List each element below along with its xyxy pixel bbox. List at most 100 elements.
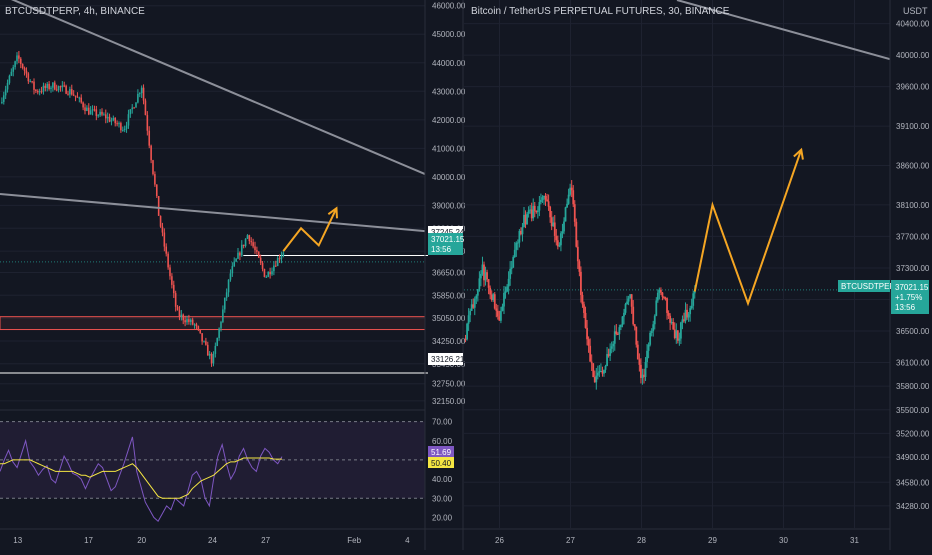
lp-candle-12 bbox=[23, 66, 26, 76]
lp-candle-body-146 bbox=[276, 258, 279, 267]
lp-candle-45 bbox=[86, 105, 88, 112]
rp-candle-body-38 bbox=[523, 214, 525, 228]
rp-candle-body-141 bbox=[681, 319, 684, 323]
lp-candle-10 bbox=[19, 57, 22, 69]
rp-candle-13 bbox=[484, 266, 487, 286]
lp-candle-body-36 bbox=[69, 89, 71, 95]
lp-candle-body-80 bbox=[152, 160, 154, 175]
rp-candle-body-7 bbox=[475, 295, 478, 299]
lp-candle-body-71 bbox=[135, 102, 137, 108]
lp-candle-body-148 bbox=[280, 255, 283, 260]
lp-candle-body-22 bbox=[42, 85, 45, 92]
lp-candle-71 bbox=[135, 102, 137, 108]
lp-candle-34 bbox=[65, 84, 67, 95]
lp-candle-90 bbox=[171, 273, 173, 289]
rp-candle-body-53 bbox=[546, 199, 548, 202]
lp-candle-body-115 bbox=[218, 328, 220, 338]
lp-candle-125 bbox=[237, 247, 239, 260]
lp-candle-body-34 bbox=[65, 85, 67, 94]
rp-candle-65 bbox=[564, 206, 567, 222]
rp-candle-body-124 bbox=[655, 300, 658, 316]
rp-price-tick-4: 38600.00 bbox=[896, 161, 930, 170]
lp-candle-body-63 bbox=[120, 123, 122, 131]
rp-candle-body-107 bbox=[629, 294, 632, 299]
rp-candle-body-143 bbox=[684, 309, 687, 322]
right-date-tick-2: 28 bbox=[637, 536, 646, 545]
rp-candle-27 bbox=[506, 284, 508, 293]
rp-candle-140 bbox=[680, 321, 682, 344]
lp-candle-body-2 bbox=[4, 89, 7, 96]
lp-candle-body-37 bbox=[70, 89, 73, 95]
rp-candle-body-35 bbox=[518, 231, 521, 243]
lp-candle-body-8 bbox=[16, 55, 18, 62]
lp-candle-body-85 bbox=[161, 226, 164, 233]
lp-candle-26 bbox=[50, 85, 52, 93]
lp-candle-79 bbox=[150, 144, 152, 164]
lp-candle-88 bbox=[167, 251, 169, 270]
lp-candle-body-24 bbox=[46, 83, 49, 88]
rp-candle-body-61 bbox=[558, 245, 561, 247]
lp-candle-body-11 bbox=[21, 64, 24, 69]
rp-candle-body-83 bbox=[592, 363, 595, 378]
lp-candle-105 bbox=[199, 329, 202, 334]
lp-candle-body-102 bbox=[193, 324, 196, 326]
rp-candle-body-131 bbox=[666, 298, 668, 313]
rp-candle-49 bbox=[540, 193, 542, 205]
rp-candle-79 bbox=[586, 319, 588, 346]
rp-candle-121 bbox=[650, 328, 653, 337]
lp-candle-100 bbox=[189, 318, 192, 326]
rp-candle-body-121 bbox=[650, 331, 653, 333]
lp-candle-141 bbox=[267, 271, 270, 278]
lp-candle-body-57 bbox=[108, 116, 111, 122]
lp-candle-body-60 bbox=[114, 117, 117, 124]
rp-price-tick-15: 34580.00 bbox=[896, 478, 930, 487]
lp-candle-60 bbox=[114, 117, 117, 127]
lp-candle-body-19 bbox=[36, 91, 39, 93]
lp-candle-body-72 bbox=[137, 93, 139, 103]
rp-candle-body-29 bbox=[509, 268, 512, 279]
lp-candle-body-139 bbox=[263, 268, 266, 277]
lp-candle-body-101 bbox=[191, 319, 194, 325]
rp-candle-body-140 bbox=[680, 322, 682, 339]
lp-candle-91 bbox=[172, 280, 175, 298]
lp-candle-body-44 bbox=[84, 107, 86, 111]
rp-candle-83 bbox=[592, 363, 595, 378]
rp-price-tick-12: 35500.00 bbox=[896, 406, 930, 415]
rp-candle-body-89 bbox=[601, 370, 604, 374]
lp-candle-body-21 bbox=[40, 91, 43, 93]
left-chart-title[interactable]: BTCUSDTPERP, 4h, BINANCE bbox=[5, 6, 145, 17]
rp-candle-141 bbox=[681, 315, 684, 330]
rp-candle-91 bbox=[604, 364, 607, 373]
rp-candle-61 bbox=[558, 242, 561, 248]
rp-candle-136 bbox=[673, 322, 676, 340]
rp-projection-path bbox=[693, 149, 803, 307]
rp-candle-body-30 bbox=[510, 267, 513, 269]
rp-candle-66 bbox=[566, 198, 568, 209]
lp-candle-body-100 bbox=[189, 319, 192, 322]
lp-price-tick-0: 46000.00 bbox=[432, 2, 466, 11]
lp-candle-98 bbox=[186, 315, 188, 325]
rp-candle-128 bbox=[661, 291, 664, 301]
lp-price-tick-4: 42000.00 bbox=[432, 116, 466, 125]
lp-candle-52 bbox=[99, 109, 101, 117]
right-change: +1.75% bbox=[895, 293, 922, 302]
rp-candle-44 bbox=[532, 198, 535, 221]
left-horizontal-lines bbox=[0, 254, 428, 374]
lp-candle-body-82 bbox=[155, 184, 158, 196]
lp-candle-body-16 bbox=[31, 81, 33, 83]
rp-candle-body-86 bbox=[596, 372, 599, 376]
rp-candle-body-128 bbox=[661, 292, 664, 297]
right-chart-title[interactable]: Bitcoin / TetherUS PERPETUAL FUTURES, 30… bbox=[471, 6, 730, 17]
rp-candle-body-57 bbox=[552, 222, 555, 227]
rsi-tick-5: 20.00 bbox=[432, 513, 453, 522]
rp-candle-body-72 bbox=[575, 221, 578, 247]
rp-candle-body-43 bbox=[530, 209, 533, 219]
lp-candle-62 bbox=[118, 121, 120, 128]
lp-candle-body-12 bbox=[23, 68, 26, 71]
lp-candle-115 bbox=[218, 327, 220, 341]
lp-candle-86 bbox=[163, 228, 166, 252]
lp-candle-95 bbox=[180, 309, 183, 321]
lp-candle-53 bbox=[101, 108, 103, 117]
rp-candle-body-101 bbox=[620, 324, 622, 328]
